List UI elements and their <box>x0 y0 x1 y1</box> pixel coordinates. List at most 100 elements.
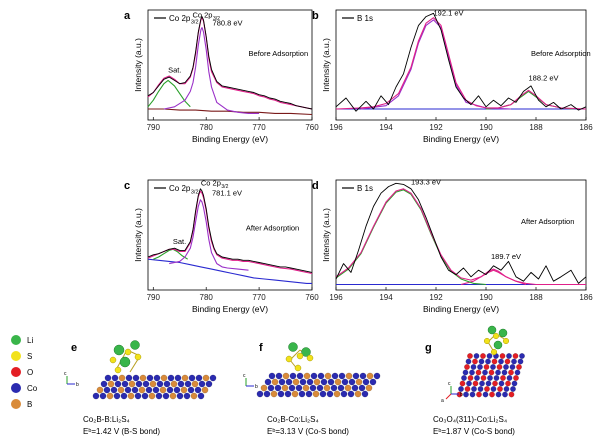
atom <box>264 378 272 386</box>
atom <box>485 358 491 365</box>
structure-g-letter: g <box>425 342 432 354</box>
atom <box>511 380 518 387</box>
atom <box>511 358 517 365</box>
atom <box>497 386 503 392</box>
structure-g-axis-c: c <box>448 381 451 387</box>
atom <box>470 364 477 370</box>
chart-c-legend-sub: 3/2 <box>191 190 199 196</box>
atom <box>107 380 115 388</box>
atom <box>110 386 118 394</box>
atom <box>190 392 198 400</box>
atom <box>334 378 342 386</box>
chart-b-xtick-label-5: 186 <box>579 123 593 132</box>
atom <box>191 380 199 388</box>
atom <box>120 392 128 400</box>
structure-g: g c b a Co₃O₄(311)-Co:Li₂S₄ Eᵇ=1.87 V (C… <box>425 325 525 436</box>
atom <box>479 380 485 387</box>
atom <box>359 372 367 380</box>
atom <box>326 390 334 398</box>
structure-e-axis-b: b <box>76 382 79 388</box>
atom <box>348 378 356 386</box>
chart-a-panel-letter: a <box>124 10 131 22</box>
atom-legend-li-label: Li <box>27 336 33 345</box>
chart-a-annotation-1-sub: 3/2 <box>213 16 220 22</box>
chart-panel-b: 196 194 192 190 188 186 Binding Energy (eV) Int… <box>312 9 593 145</box>
atom <box>111 374 119 382</box>
atom <box>184 380 192 388</box>
atom <box>201 386 209 394</box>
atom <box>299 378 307 386</box>
atom <box>177 380 185 388</box>
structure-e-model <box>92 340 217 400</box>
atom <box>373 372 381 380</box>
atom <box>512 353 519 359</box>
chart-c-series-2 <box>169 199 249 271</box>
atom <box>476 391 482 398</box>
atom <box>509 364 516 370</box>
atom <box>345 372 353 380</box>
atom <box>506 353 512 359</box>
atom <box>344 384 352 392</box>
chart-b-xtick-label-4: 188 <box>529 123 543 132</box>
chart-b-xtick-label-0: 196 <box>329 123 343 132</box>
atom <box>490 364 496 370</box>
atom <box>268 372 276 380</box>
atom <box>148 392 156 400</box>
atom <box>96 386 104 394</box>
atom <box>134 392 142 400</box>
atom <box>153 374 161 382</box>
atom <box>125 374 133 382</box>
atom <box>209 374 217 382</box>
chart-a-xtick-label-2: 770 <box>252 123 266 132</box>
chart-a-series-1 <box>147 17 313 110</box>
atom <box>278 378 286 386</box>
chart-d-series-0 <box>335 182 587 284</box>
atom <box>338 372 346 380</box>
atom <box>159 386 167 394</box>
atom <box>169 392 177 400</box>
atom <box>466 380 472 387</box>
atom <box>128 380 136 388</box>
atom <box>514 369 521 376</box>
chart-b-annotation-0: 192.1 eV <box>434 9 464 18</box>
atom <box>464 364 470 370</box>
structure-e-axis-c: c <box>64 371 67 377</box>
atom <box>305 390 313 398</box>
atom <box>174 374 182 382</box>
atom <box>298 390 306 398</box>
atom <box>486 353 493 359</box>
atom <box>289 372 297 380</box>
atom <box>131 386 139 394</box>
structure-g-axes: c b a <box>441 381 463 404</box>
atom <box>323 384 331 392</box>
structure-e: e c b Co₂B-B:Li₂S₄ Eᵇ=1.42 V (B-S bond) <box>64 340 217 436</box>
atom <box>313 378 321 386</box>
atom <box>303 372 311 380</box>
structure-f: f c b Co₂B-Co:Li₂S₄ Eᵇ=3.13 V (Co-S bond… <box>243 342 381 436</box>
atom <box>117 386 125 394</box>
atom <box>469 391 476 398</box>
atom <box>351 384 359 392</box>
atom <box>472 358 478 365</box>
atom <box>100 380 108 388</box>
chart-c-xlabel: Binding Energy (eV) <box>192 304 268 314</box>
atom <box>491 358 498 365</box>
structure-f-axis-c: c <box>243 373 246 379</box>
structure-f-model <box>256 342 381 398</box>
chart-a-annotation-1: Co 2p <box>192 11 212 20</box>
atom <box>461 375 467 381</box>
atom <box>271 378 279 386</box>
atom <box>166 386 174 394</box>
atom <box>141 392 149 400</box>
atom <box>471 386 477 392</box>
atom <box>464 386 471 392</box>
atom <box>181 374 189 382</box>
atom <box>475 369 482 376</box>
atom <box>361 390 369 398</box>
atom <box>502 391 508 398</box>
atom <box>340 390 348 398</box>
atom <box>187 386 195 394</box>
chart-a-series-4 <box>148 108 313 116</box>
chart-d-xtick-label-1: 194 <box>379 293 393 302</box>
atom <box>139 374 147 382</box>
